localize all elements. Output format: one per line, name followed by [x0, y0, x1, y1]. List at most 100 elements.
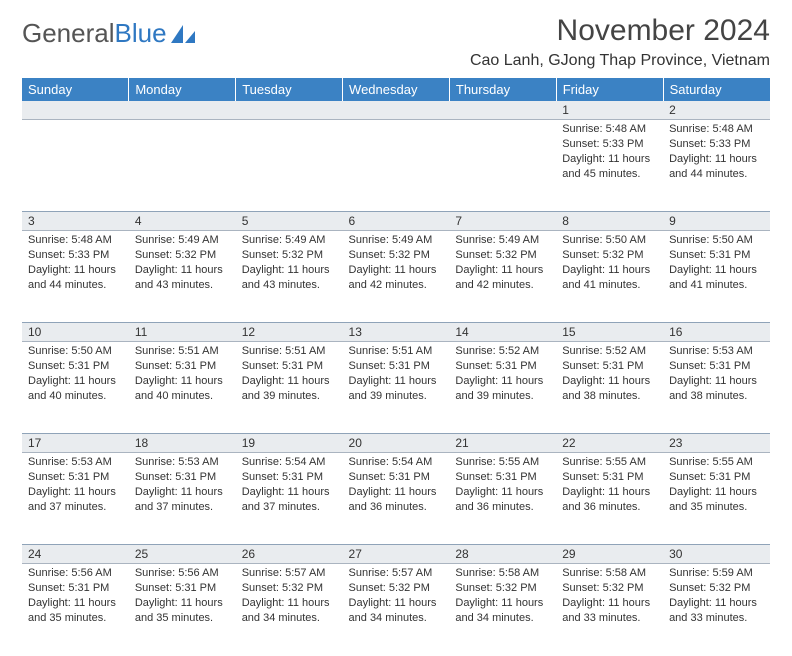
day-cell-content: Sunrise: 5:52 AMSunset: 5:31 PMDaylight:…: [449, 342, 556, 407]
weekday-header: Wednesday: [343, 78, 450, 101]
day-cell: Sunrise: 5:49 AMSunset: 5:32 PMDaylight:…: [236, 231, 343, 323]
day-cell: Sunrise: 5:50 AMSunset: 5:32 PMDaylight:…: [556, 231, 663, 323]
day-number: 29: [556, 545, 663, 564]
day-cell: Sunrise: 5:53 AMSunset: 5:31 PMDaylight:…: [663, 342, 770, 434]
day-cell-content: Sunrise: 5:53 AMSunset: 5:31 PMDaylight:…: [663, 342, 770, 407]
day-number: 18: [129, 434, 236, 453]
day-cell-content: Sunrise: 5:52 AMSunset: 5:31 PMDaylight:…: [556, 342, 663, 407]
day-number: 21: [449, 434, 556, 453]
day-cell: Sunrise: 5:49 AMSunset: 5:32 PMDaylight:…: [129, 231, 236, 323]
day-cell: Sunrise: 5:52 AMSunset: 5:31 PMDaylight:…: [449, 342, 556, 434]
weekday-header: Thursday: [449, 78, 556, 101]
day-cell-content: Sunrise: 5:50 AMSunset: 5:31 PMDaylight:…: [663, 231, 770, 296]
day-number: 12: [236, 323, 343, 342]
day-number: 1: [556, 101, 663, 120]
day-cell-content: Sunrise: 5:55 AMSunset: 5:31 PMDaylight:…: [449, 453, 556, 518]
day-content-row: Sunrise: 5:56 AMSunset: 5:31 PMDaylight:…: [22, 564, 770, 656]
day-cell: Sunrise: 5:50 AMSunset: 5:31 PMDaylight:…: [663, 231, 770, 323]
weekday-header: Sunday: [22, 78, 129, 101]
weekday-header: Saturday: [663, 78, 770, 101]
day-number: 19: [236, 434, 343, 453]
day-cell: Sunrise: 5:56 AMSunset: 5:31 PMDaylight:…: [129, 564, 236, 656]
day-number: [22, 101, 129, 120]
day-cell-content: Sunrise: 5:56 AMSunset: 5:31 PMDaylight:…: [22, 564, 129, 629]
day-cell: Sunrise: 5:51 AMSunset: 5:31 PMDaylight:…: [129, 342, 236, 434]
sail-icon: [169, 23, 197, 45]
day-cell: Sunrise: 5:57 AMSunset: 5:32 PMDaylight:…: [343, 564, 450, 656]
day-number: 5: [236, 212, 343, 231]
day-cell: [129, 120, 236, 212]
day-number: 20: [343, 434, 450, 453]
day-number-row: 12: [22, 101, 770, 120]
day-number: 8: [556, 212, 663, 231]
day-content-row: Sunrise: 5:50 AMSunset: 5:31 PMDaylight:…: [22, 342, 770, 434]
day-cell: Sunrise: 5:51 AMSunset: 5:31 PMDaylight:…: [236, 342, 343, 434]
day-number: 22: [556, 434, 663, 453]
day-cell: Sunrise: 5:49 AMSunset: 5:32 PMDaylight:…: [449, 231, 556, 323]
day-number: 9: [663, 212, 770, 231]
day-number-row: 3456789: [22, 212, 770, 231]
day-cell-content: Sunrise: 5:51 AMSunset: 5:31 PMDaylight:…: [343, 342, 450, 407]
day-number: 30: [663, 545, 770, 564]
day-content-row: Sunrise: 5:48 AMSunset: 5:33 PMDaylight:…: [22, 120, 770, 212]
day-cell: Sunrise: 5:54 AMSunset: 5:31 PMDaylight:…: [236, 453, 343, 545]
month-title: November 2024: [470, 14, 770, 48]
weekday-header: Friday: [556, 78, 663, 101]
weekday-header: Tuesday: [236, 78, 343, 101]
day-number: 14: [449, 323, 556, 342]
day-number: 24: [22, 545, 129, 564]
day-number: 7: [449, 212, 556, 231]
day-cell: Sunrise: 5:50 AMSunset: 5:31 PMDaylight:…: [22, 342, 129, 434]
day-number-row: 17181920212223: [22, 434, 770, 453]
day-cell-content: Sunrise: 5:48 AMSunset: 5:33 PMDaylight:…: [22, 231, 129, 296]
day-cell: Sunrise: 5:56 AMSunset: 5:31 PMDaylight:…: [22, 564, 129, 656]
weekday-header: Monday: [129, 78, 236, 101]
day-number: 2: [663, 101, 770, 120]
day-cell-content: Sunrise: 5:51 AMSunset: 5:31 PMDaylight:…: [129, 342, 236, 407]
day-cell: Sunrise: 5:48 AMSunset: 5:33 PMDaylight:…: [22, 231, 129, 323]
day-cell: [449, 120, 556, 212]
brand-part1: General: [22, 18, 115, 49]
location: Cao Lanh, GJong Thap Province, Vietnam: [470, 52, 770, 70]
day-number: 16: [663, 323, 770, 342]
day-cell: Sunrise: 5:48 AMSunset: 5:33 PMDaylight:…: [556, 120, 663, 212]
day-number-row: 24252627282930: [22, 545, 770, 564]
day-cell-content: Sunrise: 5:54 AMSunset: 5:31 PMDaylight:…: [343, 453, 450, 518]
day-number: 4: [129, 212, 236, 231]
day-cell-content: Sunrise: 5:53 AMSunset: 5:31 PMDaylight:…: [22, 453, 129, 518]
day-cell: Sunrise: 5:51 AMSunset: 5:31 PMDaylight:…: [343, 342, 450, 434]
day-cell-content: Sunrise: 5:53 AMSunset: 5:31 PMDaylight:…: [129, 453, 236, 518]
day-cell: Sunrise: 5:57 AMSunset: 5:32 PMDaylight:…: [236, 564, 343, 656]
day-number: 26: [236, 545, 343, 564]
day-cell-content: Sunrise: 5:57 AMSunset: 5:32 PMDaylight:…: [236, 564, 343, 629]
day-number: [236, 101, 343, 120]
day-number: 13: [343, 323, 450, 342]
calendar-table: SundayMondayTuesdayWednesdayThursdayFrid…: [22, 78, 770, 656]
day-number: 6: [343, 212, 450, 231]
day-number: 25: [129, 545, 236, 564]
day-cell-content: Sunrise: 5:57 AMSunset: 5:32 PMDaylight:…: [343, 564, 450, 629]
brand-part2: Blue: [115, 18, 167, 49]
weekday-header-row: SundayMondayTuesdayWednesdayThursdayFrid…: [22, 78, 770, 101]
day-number: 27: [343, 545, 450, 564]
day-cell-content: Sunrise: 5:58 AMSunset: 5:32 PMDaylight:…: [449, 564, 556, 629]
title-block: November 2024 Cao Lanh, GJong Thap Provi…: [470, 14, 770, 70]
day-number-row: 10111213141516: [22, 323, 770, 342]
day-cell-content: Sunrise: 5:56 AMSunset: 5:31 PMDaylight:…: [129, 564, 236, 629]
day-cell: Sunrise: 5:59 AMSunset: 5:32 PMDaylight:…: [663, 564, 770, 656]
day-number: [343, 101, 450, 120]
day-cell: Sunrise: 5:53 AMSunset: 5:31 PMDaylight:…: [22, 453, 129, 545]
day-cell-content: Sunrise: 5:49 AMSunset: 5:32 PMDaylight:…: [236, 231, 343, 296]
day-cell-content: Sunrise: 5:55 AMSunset: 5:31 PMDaylight:…: [556, 453, 663, 518]
day-cell: Sunrise: 5:54 AMSunset: 5:31 PMDaylight:…: [343, 453, 450, 545]
day-cell: Sunrise: 5:49 AMSunset: 5:32 PMDaylight:…: [343, 231, 450, 323]
day-cell-content: Sunrise: 5:54 AMSunset: 5:31 PMDaylight:…: [236, 453, 343, 518]
day-number: 28: [449, 545, 556, 564]
day-cell: Sunrise: 5:55 AMSunset: 5:31 PMDaylight:…: [556, 453, 663, 545]
day-number: 3: [22, 212, 129, 231]
day-cell-content: Sunrise: 5:50 AMSunset: 5:31 PMDaylight:…: [22, 342, 129, 407]
day-cell-content: Sunrise: 5:49 AMSunset: 5:32 PMDaylight:…: [129, 231, 236, 296]
day-cell-content: Sunrise: 5:58 AMSunset: 5:32 PMDaylight:…: [556, 564, 663, 629]
brand-logo: GeneralBlue: [22, 14, 197, 49]
day-number: 17: [22, 434, 129, 453]
